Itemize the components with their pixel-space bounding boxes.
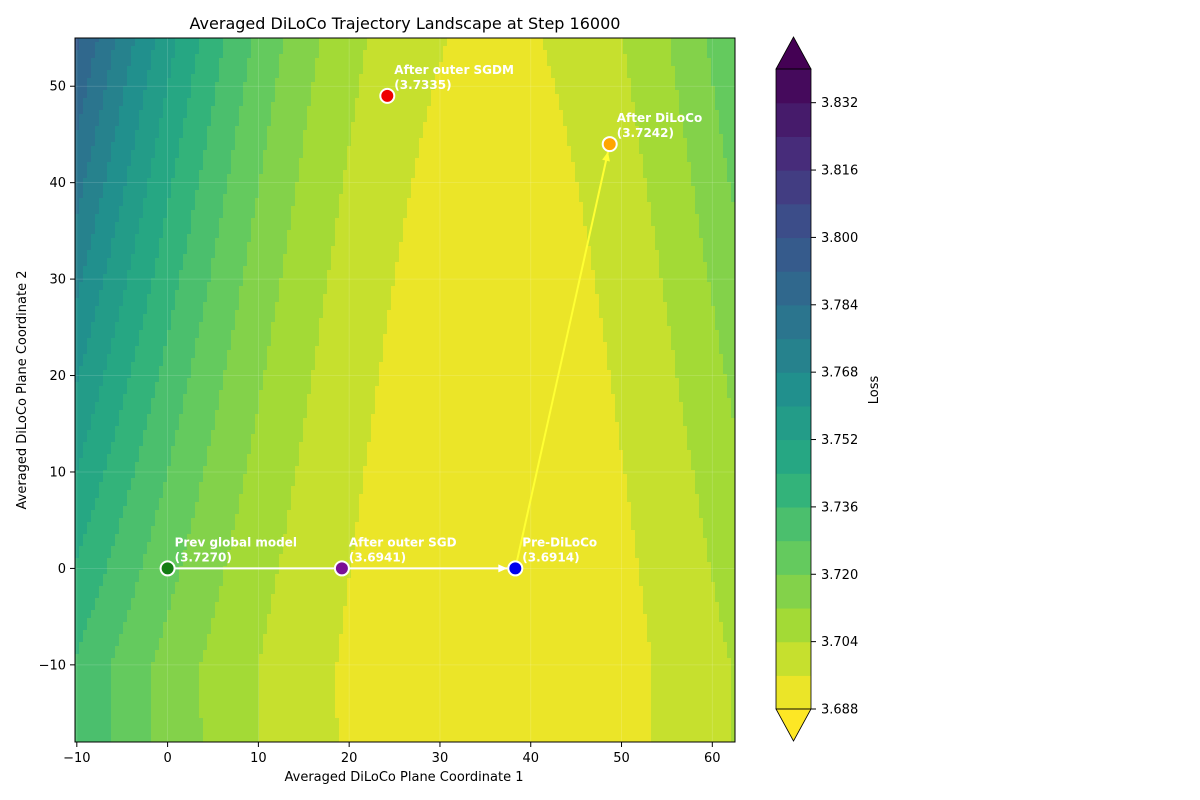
colorbar-tick-label: 3.816 xyxy=(821,164,858,179)
colorbar-tick-label: 3.832 xyxy=(821,96,858,111)
x-tick-label: −10 xyxy=(63,751,90,766)
colorbar-tick-label: 3.784 xyxy=(821,298,858,313)
trajectory-point-marker xyxy=(161,561,175,575)
colorbar-tick-label: 3.720 xyxy=(821,568,858,583)
trajectory-point-marker xyxy=(335,561,349,575)
x-tick-label: 30 xyxy=(432,751,449,766)
y-axis: −10 0 10 20 30 40 50 xyxy=(39,80,75,674)
y-tick-label: 10 xyxy=(49,465,66,480)
colorbar-tick-label: 3.800 xyxy=(821,231,858,246)
point-name-label: After outer SGD xyxy=(349,535,457,549)
point-loss-label: (3.7335) xyxy=(394,78,451,92)
y-tick-label: −10 xyxy=(39,658,66,673)
colorbar-tick-label: 3.768 xyxy=(821,366,858,381)
colorbar-label: Loss xyxy=(867,376,882,405)
point-loss-label: (3.6914) xyxy=(522,550,579,564)
point-loss-label: (3.6941) xyxy=(349,550,406,564)
contour-fill xyxy=(75,38,736,743)
trajectory-point-marker xyxy=(380,89,394,103)
point-name-label: Pre-DiLoCo xyxy=(522,535,597,549)
x-tick-label: 50 xyxy=(613,751,630,766)
y-axis-label: Averaged DiLoCo Plane Coordinate 2 xyxy=(15,271,30,510)
chart-title: Averaged DiLoCo Trajectory Landscape at … xyxy=(190,14,621,33)
x-tick-label: 20 xyxy=(341,751,358,766)
y-tick-label: 50 xyxy=(49,80,66,95)
point-loss-label: (3.7270) xyxy=(175,550,232,564)
x-axis-label: Averaged DiLoCo Plane Coordinate 1 xyxy=(285,770,524,785)
colorbar-tick-label: 3.736 xyxy=(821,500,858,515)
y-tick-label: 40 xyxy=(49,176,66,191)
colorbar-tick-label: 3.704 xyxy=(821,635,858,650)
x-axis: −10 0 10 20 30 40 50 60 xyxy=(63,742,720,766)
colorbar-extend-max xyxy=(776,37,811,69)
x-tick-label: 40 xyxy=(522,751,539,766)
x-tick-label: 60 xyxy=(704,751,721,766)
y-tick-label: 0 xyxy=(58,562,66,577)
colorbar-tick-label: 3.688 xyxy=(821,703,858,718)
point-name-label: After DiLoCo xyxy=(617,111,703,125)
colorbar-extend-min xyxy=(776,709,811,741)
x-tick-label: 0 xyxy=(163,751,171,766)
y-tick-label: 30 xyxy=(49,273,66,288)
point-loss-label: (3.7242) xyxy=(617,126,674,140)
point-name-label: Prev global model xyxy=(175,535,297,549)
trajectory-point-marker xyxy=(603,137,617,151)
x-tick-label: 10 xyxy=(250,751,267,766)
point-name-label: After outer SGDM xyxy=(394,63,514,77)
y-tick-label: 20 xyxy=(49,369,66,384)
colorbar: 3.688 3.704 3.720 3.736 3.752 3.768 3.784 3.800… xyxy=(776,37,858,741)
trajectory-point-marker xyxy=(508,561,522,575)
colorbar-tick-label: 3.752 xyxy=(821,433,858,448)
